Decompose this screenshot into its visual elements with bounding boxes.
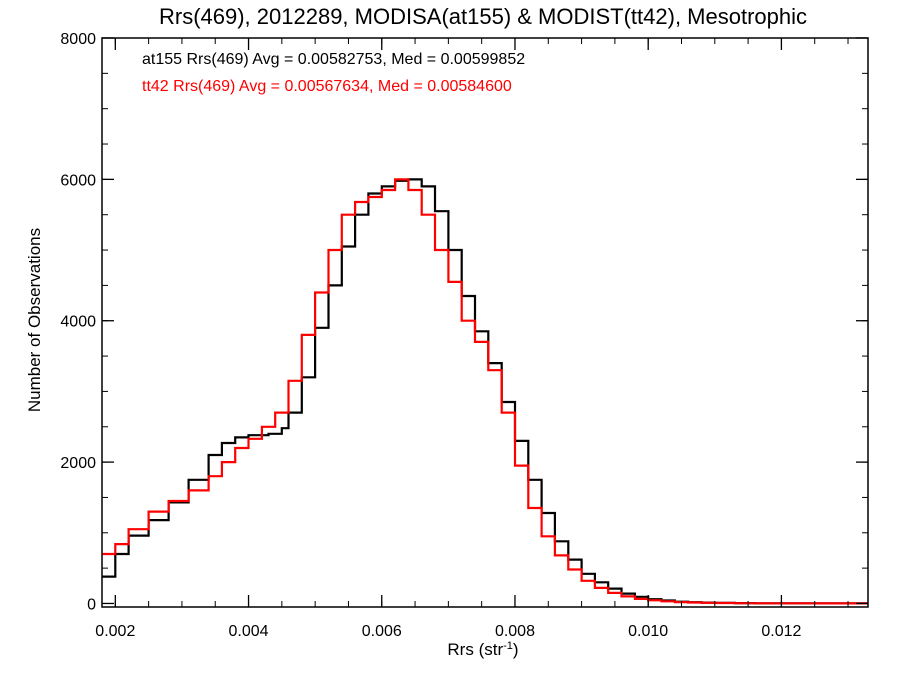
y-tick-label: 2000 [60, 455, 96, 472]
y-tick-label: 6000 [60, 172, 96, 189]
x-axis-label: Rrs (str-1) [447, 640, 518, 659]
y-tick-label: 0 [87, 596, 96, 613]
chart-title: Rrs(469), 2012289, MODISA(at155) & MODIS… [159, 4, 807, 29]
series-line-tt42 [102, 178, 868, 605]
y-tick-label: 4000 [60, 314, 96, 331]
x-tick-label: 0.012 [761, 623, 801, 640]
legend-entry-tt42: tt42 Rrs(469) Avg = 0.00567634, Med = 0.… [142, 78, 512, 95]
x-tick-label: 0.004 [229, 623, 269, 640]
plot-frame [101, 37, 869, 608]
x-tick-label: 0.002 [95, 623, 135, 640]
x-tick-label: 0.010 [628, 623, 668, 640]
series-line-at155 [102, 178, 868, 605]
x-axis-label-close: ) [513, 640, 519, 659]
y-axis-label: Number of Observations [25, 228, 44, 412]
x-tick-label: 0.008 [495, 623, 535, 640]
legend-entry-at155: at155 Rrs(469) Avg = 0.00582753, Med = 0… [142, 51, 525, 68]
y-tick-label: 8000 [60, 31, 96, 48]
plot-area: at155 Rrs(469) Avg = 0.00582753, Med = 0… [60, 31, 869, 640]
x-tick-label: 0.006 [362, 623, 402, 640]
x-axis-label-superscript: -1 [503, 640, 513, 652]
x-axis-label-main: Rrs (str [447, 640, 503, 659]
